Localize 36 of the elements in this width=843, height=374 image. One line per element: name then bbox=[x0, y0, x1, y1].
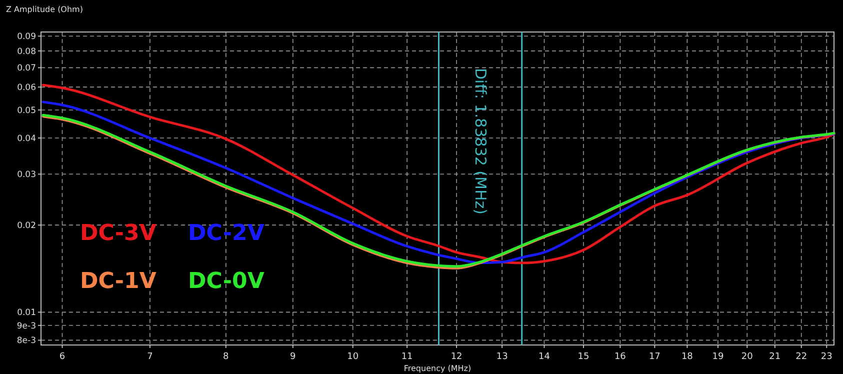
y-tick-label: 0.07 bbox=[17, 64, 36, 74]
x-tick-label: 21 bbox=[769, 352, 781, 362]
y-axis-title: Z Amplitude (Ohm) bbox=[6, 5, 83, 14]
x-tick-label: 18 bbox=[681, 352, 694, 362]
x-tick-label: 13 bbox=[496, 352, 508, 362]
y-tick-label: 0.04 bbox=[17, 134, 36, 144]
x-tick-label: 23 bbox=[820, 352, 832, 362]
x-tick-label: 15 bbox=[578, 352, 590, 362]
x-tick-label: 19 bbox=[712, 352, 724, 362]
x-axis-title: Frequency (MHz) bbox=[404, 364, 472, 373]
x-tick-label: 11 bbox=[401, 352, 413, 362]
y-tick-label: 0.09 bbox=[17, 32, 36, 42]
y-tick-label: 0.05 bbox=[17, 106, 36, 116]
x-tick-label: 9 bbox=[290, 352, 296, 362]
y-tick-label: 8e-3 bbox=[16, 336, 36, 346]
y-tick-label: 0.06 bbox=[17, 83, 36, 94]
annotation: Diff: 1.83832 (MHz) bbox=[471, 68, 490, 214]
y-tick-label: 0.08 bbox=[17, 46, 36, 57]
x-tick-label: 12 bbox=[450, 352, 462, 362]
series-label: DC-2V bbox=[188, 221, 264, 246]
x-tick-label: 8 bbox=[223, 352, 230, 362]
text: DC-0V bbox=[188, 269, 264, 294]
y-tick-label: 0.02 bbox=[17, 221, 36, 232]
x-tick-label: 22 bbox=[796, 352, 808, 362]
y-tick-label: 9e-3 bbox=[16, 321, 36, 332]
x-tick-label: 17 bbox=[648, 352, 660, 362]
text: DC-1V bbox=[80, 269, 156, 294]
x-tick-label: 6 bbox=[59, 352, 66, 362]
y-tick-label: 0.01 bbox=[17, 308, 36, 318]
y-tick-label: 0.03 bbox=[17, 170, 36, 180]
x-tick-label: 10 bbox=[347, 352, 359, 362]
text: DC-3V bbox=[80, 221, 156, 246]
x-tick-label: 16 bbox=[614, 352, 626, 362]
x-tick-label: 7 bbox=[147, 352, 153, 362]
x-tick-label: 14 bbox=[538, 352, 550, 362]
x-tick-label: 20 bbox=[741, 352, 754, 362]
